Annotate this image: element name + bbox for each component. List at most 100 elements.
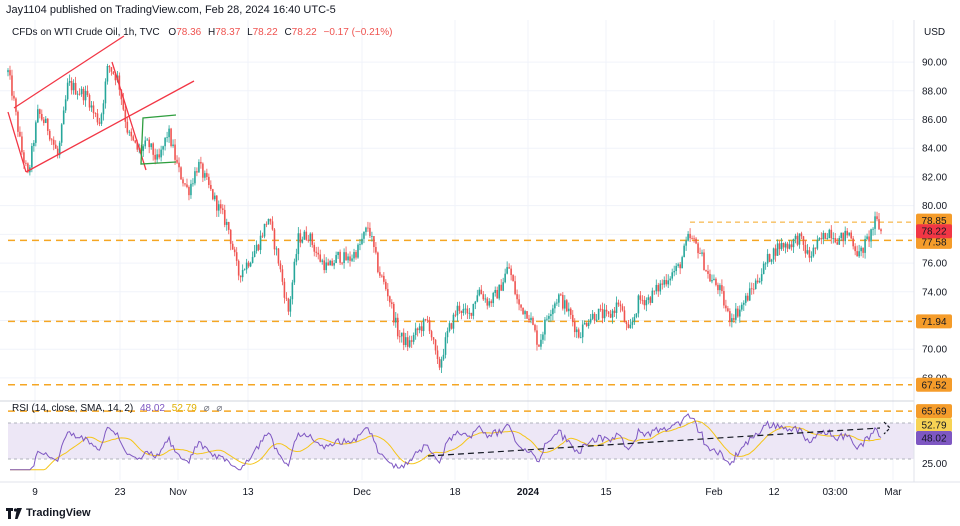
candle-body [637,295,640,314]
candle-body [120,89,123,100]
candle-body [339,251,341,263]
candle-body [691,238,693,239]
candle-body [371,236,373,237]
candle-body [94,113,97,114]
candle-body [464,308,467,310]
footer-brand: TradingView [6,507,91,519]
candle-body [687,233,689,241]
candle-body [146,139,149,141]
candle-body [124,109,127,122]
candle-body [375,247,377,253]
candle-body [182,179,184,184]
candle-body [17,111,19,132]
candle-body [381,275,383,277]
x-tick-label: Nov [169,487,187,498]
candle-body [273,229,276,250]
candle-body [315,251,318,253]
candle-body [786,243,789,249]
candle-body [70,80,73,91]
candle-body [327,262,329,266]
candle-body [152,143,154,155]
candle-body [657,284,660,292]
candle-body [164,137,166,147]
candle-body [486,298,489,306]
close-label: C [284,27,291,38]
candle-body [333,263,335,266]
candle-body [42,119,45,123]
close-value: 78.22 [292,27,317,38]
rsi-ma-line [10,420,882,471]
candle-body [134,140,137,143]
candle-body [824,232,827,239]
candle-body [204,173,206,178]
candle-body [398,336,401,338]
rsi-pane [8,413,914,471]
candle-body [438,358,441,368]
candle-body [546,318,548,320]
legend-row: CFDs on WTI Crude Oil, 1h, TVC O78.36 H7… [12,27,392,38]
candle-body [295,254,298,262]
candle-body [456,305,459,316]
rsi-value-tag-bg [916,431,952,445]
level-tag-bg [916,234,952,249]
candle-body [560,294,562,296]
candle-body [377,252,379,273]
candle-body [275,248,278,250]
candle-body [86,90,89,96]
candle-body [343,252,345,264]
candle-body [498,284,500,299]
candle-body [132,136,135,141]
candle-body [347,256,349,261]
candle-body [733,318,735,320]
candle-body [689,233,691,239]
candle-body [424,319,427,321]
candle-body [434,339,437,351]
candle-body [78,93,81,95]
candle-body [235,252,238,261]
candle-body [184,183,186,185]
candle-body [577,329,580,338]
candle-body [357,244,359,258]
candle-body [196,171,198,173]
candle-body [41,113,43,120]
candle-body [468,312,471,314]
price-tags: 78.85 77.58 71.94 67.52 65.69 78.22 52.79 48.02 [916,213,952,445]
candle-body [154,154,156,160]
candle-body [221,208,224,210]
candle-body [414,328,417,336]
candle-body [225,221,228,225]
candle-body [705,270,707,272]
candle-body [126,121,129,133]
candle-body [46,118,49,131]
candle-body [385,281,387,290]
candle-body [168,128,170,138]
candle-body [707,271,709,274]
candle-body [106,65,109,82]
last-price-tag-bg [916,224,952,239]
candle-body [522,307,524,315]
candle-body [408,340,411,347]
candle-body [172,144,174,147]
candle-body [796,235,799,245]
candle-body [619,304,622,307]
candle-body [432,337,435,340]
candle-body [436,350,439,359]
candle-body [341,262,343,264]
candle-body [737,308,739,317]
candle-body [484,298,487,300]
candle-body [190,183,192,196]
candle-body [699,253,701,254]
candle-body [564,300,566,309]
candle-body [174,144,176,160]
candle-body [450,323,453,329]
candle-body [194,171,196,184]
candle-body [50,139,53,141]
candle-body [142,146,145,151]
candle-body [798,233,801,245]
publisher-line: Jay1104 published on TradingView.com, Fe… [6,4,336,16]
x-tick-label: 2024 [517,487,540,498]
candle-body [528,318,530,320]
price-tick-label: 90.00 [922,58,947,69]
candle-body [510,268,512,276]
